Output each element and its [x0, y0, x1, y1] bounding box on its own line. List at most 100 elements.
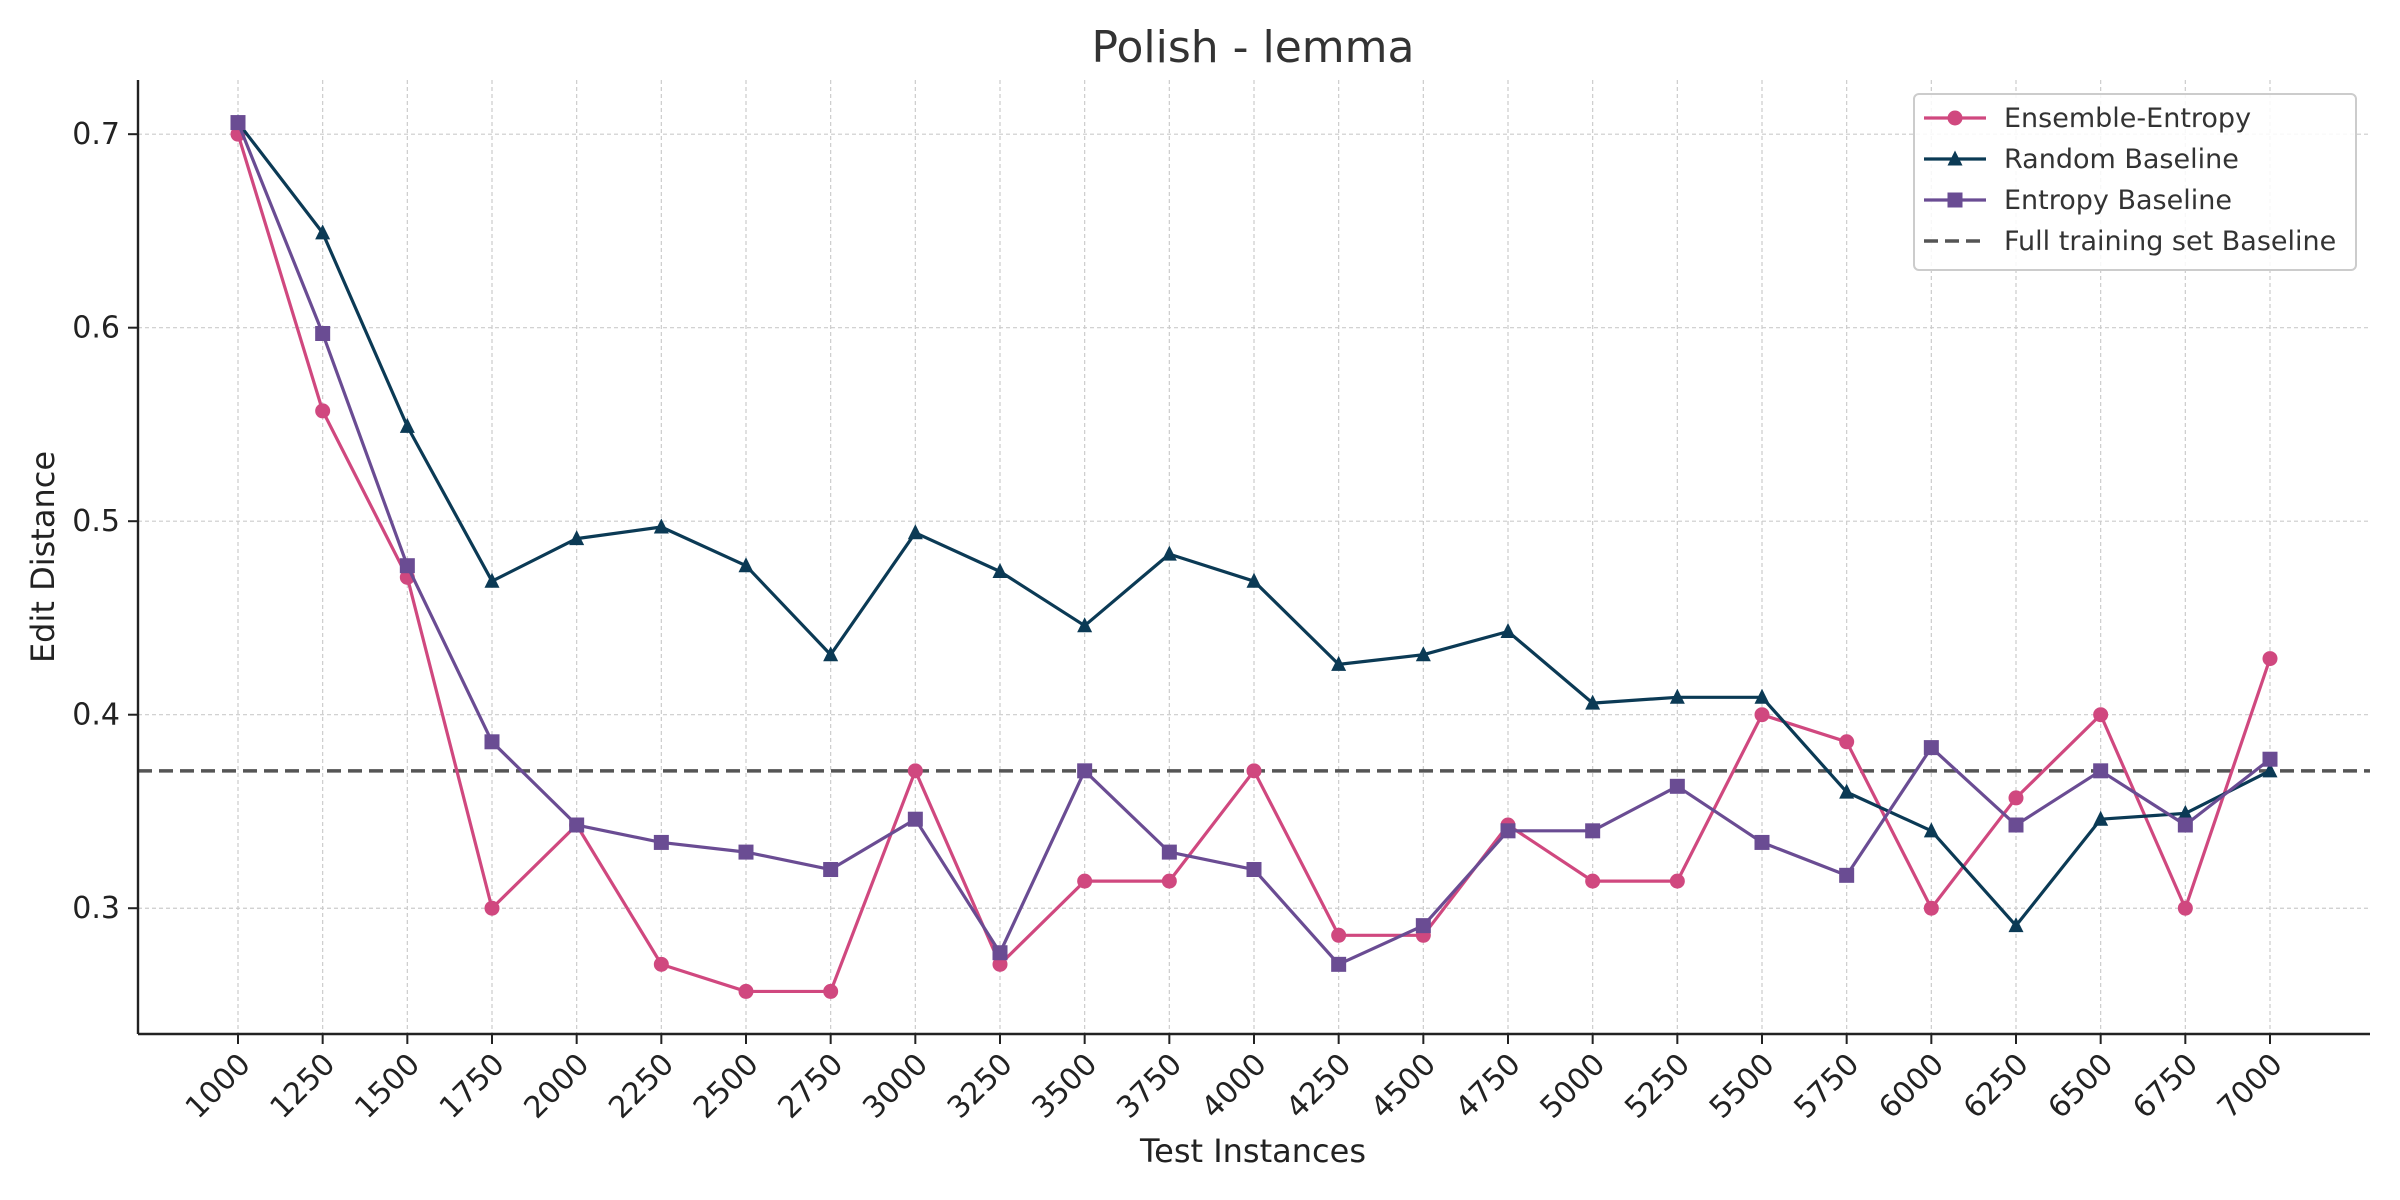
- data-point-ensemble-entropy: [823, 983, 839, 999]
- data-point-ensemble-entropy: [315, 403, 331, 419]
- legend-item-full-training-set-baseline: Full training set Baseline: [1924, 226, 2336, 257]
- data-point-random-baseline: [2008, 917, 2024, 933]
- data-point-ensemble-entropy: [738, 983, 754, 999]
- data-point-entropy-baseline: [569, 817, 585, 833]
- data-point-ensemble-entropy: [1161, 873, 1177, 889]
- axes: [128, 80, 2370, 1044]
- x-tick-label: 3500: [1026, 1047, 1105, 1126]
- data-point-entropy-baseline: [1331, 956, 1347, 972]
- data-point-ensemble-entropy: [1331, 927, 1347, 943]
- legend-marker: [1947, 110, 1963, 126]
- legend: Ensemble-Entropy Random Baseline Entropy B…: [1913, 93, 2357, 271]
- data-point-random-baseline: [484, 572, 500, 588]
- data-point-ensemble-entropy: [1246, 763, 1262, 779]
- data-point-entropy-baseline: [738, 844, 754, 860]
- x-tick-label: 2000: [518, 1047, 597, 1126]
- data-point-entropy-baseline: [992, 945, 1008, 961]
- y-tick-label: 0.7: [72, 117, 120, 152]
- data-point-ensemble-entropy: [1754, 707, 1770, 723]
- y-tick-label: 0.3: [72, 891, 120, 926]
- data-point-entropy-baseline: [653, 834, 669, 850]
- data-point-ensemble-entropy: [2177, 900, 2193, 916]
- y-tick-label: 0.5: [72, 504, 120, 539]
- data-point-random-baseline: [1754, 688, 1770, 704]
- data-point-random-baseline: [1500, 623, 1516, 639]
- legend-item-ensemble-entropy: Ensemble-Entropy: [1924, 103, 2251, 134]
- data-point-entropy-baseline: [315, 325, 331, 341]
- data-point-ensemble-entropy: [1839, 734, 1855, 750]
- legend-label: Ensemble-Entropy: [2004, 103, 2251, 134]
- grid: [138, 80, 2370, 1034]
- data-point-entropy-baseline: [2008, 817, 2024, 833]
- x-tick-label: 6000: [1872, 1047, 1951, 1126]
- data-point-random-baseline: [1161, 545, 1177, 561]
- data-point-ensemble-entropy: [2008, 790, 2024, 806]
- x-tick-label: 2250: [602, 1047, 681, 1126]
- x-tick-label: 4750: [1449, 1047, 1528, 1126]
- x-tick-label: 5750: [1788, 1047, 1867, 1126]
- x-tick-label: 3250: [941, 1047, 1020, 1126]
- data-point-ensemble-entropy: [484, 900, 500, 916]
- y-tick-label: 0.4: [72, 698, 120, 733]
- legend-label: Full training set Baseline: [2004, 226, 2336, 257]
- legend-label: Entropy Baseline: [2004, 185, 2232, 216]
- data-point-entropy-baseline: [1839, 867, 1855, 883]
- legend-label: Random Baseline: [2004, 144, 2239, 175]
- x-axis-label: Test Instances: [1139, 1132, 1366, 1170]
- data-point-random-baseline: [1077, 617, 1093, 633]
- data-point-entropy-baseline: [230, 115, 246, 131]
- x-tick-label: 4500: [1364, 1047, 1443, 1126]
- data-point-ensemble-entropy: [2093, 707, 2109, 723]
- data-point-ensemble-entropy: [992, 956, 1008, 972]
- legend-box: [1913, 93, 2357, 271]
- legend-item-random-baseline: Random Baseline: [1924, 144, 2239, 175]
- data-point-random-baseline: [738, 557, 754, 573]
- x-tick-label: 6750: [2126, 1047, 2205, 1126]
- chart-title: Polish - lemma: [1092, 22, 1415, 73]
- data-point-ensemble-entropy: [1585, 873, 1601, 889]
- data-point-ensemble-entropy: [1669, 873, 1685, 889]
- data-point-random-baseline: [1669, 688, 1685, 704]
- data-point-random-baseline: [653, 518, 669, 534]
- data-point-entropy-baseline: [1161, 844, 1177, 860]
- x-tick-label: 3000: [856, 1047, 935, 1126]
- data-point-random-baseline: [2093, 810, 2109, 826]
- data-point-random-baseline: [1839, 783, 1855, 799]
- x-tick-label: 1250: [264, 1047, 343, 1126]
- data-point-random-baseline: [399, 417, 415, 433]
- data-point-ensemble-entropy: [653, 956, 669, 972]
- data-point-random-baseline: [1585, 694, 1601, 710]
- data-point-random-baseline: [569, 530, 585, 546]
- series-entropy-baseline: [230, 115, 2278, 972]
- data-point-entropy-baseline: [1246, 862, 1262, 878]
- x-tick-label: 5500: [1703, 1047, 1782, 1126]
- series-random-baseline: [230, 114, 2278, 933]
- data-point-entropy-baseline: [2262, 751, 2278, 767]
- legend-item-entropy-baseline: Entropy Baseline: [1924, 185, 2232, 216]
- x-tick-label: 3750: [1110, 1047, 1189, 1126]
- x-tick-label: 5000: [1534, 1047, 1613, 1126]
- x-tick-label: 1750: [433, 1047, 512, 1126]
- data-point-random-baseline: [907, 524, 923, 540]
- x-tick-label: 1500: [348, 1047, 427, 1126]
- data-point-entropy-baseline: [1669, 778, 1685, 794]
- data-point-entropy-baseline: [1500, 823, 1516, 839]
- data-point-ensemble-entropy: [2262, 651, 2278, 667]
- x-tick-label: 1000: [179, 1047, 258, 1126]
- x-tick-label: 2750: [772, 1047, 851, 1126]
- data-point-entropy-baseline: [1415, 918, 1431, 934]
- data-point-entropy-baseline: [1077, 763, 1093, 779]
- data-point-entropy-baseline: [1754, 834, 1770, 850]
- x-tick-label: 4250: [1280, 1047, 1359, 1126]
- data-point-entropy-baseline: [1923, 740, 1939, 756]
- data-point-random-baseline: [1923, 822, 1939, 838]
- y-axis-label: Edit Distance: [24, 451, 62, 663]
- y-tick-label: 0.6: [72, 311, 120, 346]
- legend-marker: [1947, 192, 1963, 208]
- data-point-random-baseline: [2177, 804, 2193, 820]
- data-point-entropy-baseline: [484, 734, 500, 750]
- data-point-random-baseline: [1331, 655, 1347, 671]
- data-point-entropy-baseline: [2093, 763, 2109, 779]
